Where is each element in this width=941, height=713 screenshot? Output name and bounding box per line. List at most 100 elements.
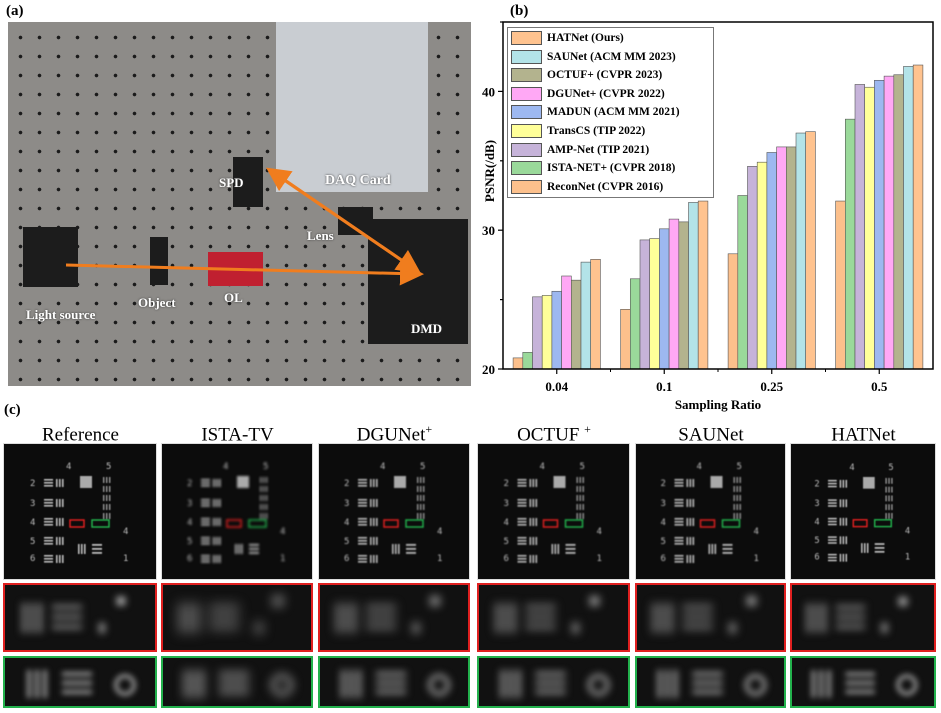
bar: [776, 146, 787, 370]
chart-digit: 5: [661, 537, 666, 547]
roi-red-box: [383, 519, 399, 528]
chart-digit: 3: [30, 499, 35, 509]
chart-digit: 2: [344, 479, 349, 489]
chart-digit: 4: [814, 518, 819, 528]
chart-digit: 2: [814, 480, 819, 490]
bar: [912, 64, 924, 370]
chart-digit: 6: [504, 554, 509, 564]
label-daq-card: DAQ Card: [325, 173, 391, 188]
chart-digit: 2: [187, 479, 192, 489]
roi-red-box: [699, 519, 716, 528]
label-light-source: Light source: [26, 307, 96, 322]
method-name: ISTA-TV: [201, 424, 274, 446]
chart-digit: 4: [905, 526, 910, 536]
chart-digit: 4: [504, 518, 509, 528]
legend-label: SAUNet (ACM MM 2023): [547, 50, 676, 63]
y-tick-label: 20: [482, 362, 495, 377]
zoom-crop-green: [790, 656, 936, 708]
daq-card: [276, 22, 428, 192]
bar: [883, 75, 895, 370]
bar: [795, 132, 806, 370]
chart-digit: 5: [106, 462, 111, 472]
label-object: Object: [138, 295, 176, 310]
legend-swatch: [511, 31, 542, 45]
chart-digit: 4: [223, 462, 228, 472]
chart-digit: 4: [123, 527, 128, 537]
roi-green-box: [248, 519, 267, 528]
chart-digit: 3: [814, 499, 819, 509]
legend-swatch: [511, 49, 542, 64]
roi-green-box: [91, 519, 110, 528]
light-source: [23, 227, 78, 287]
bar: [727, 253, 739, 370]
column-header: DGUNet+: [317, 422, 472, 446]
chart-digit: 4: [187, 518, 192, 528]
chart-digit: 4: [661, 518, 666, 528]
roi-red-box: [542, 519, 559, 528]
chart-digit: 2: [661, 479, 666, 489]
chart-digit: 5: [187, 537, 192, 547]
chart-digit: 5: [737, 462, 742, 472]
chart-legend: HATNet (Ours) SAUNet (ACM MM 2023) OCTUF+ …: [507, 27, 714, 198]
bar: [864, 86, 875, 370]
method-name: Reference: [42, 424, 119, 446]
bar: [639, 239, 650, 370]
chart-digit: 5: [888, 463, 893, 473]
legend-swatch: [511, 161, 542, 176]
legend-item: HATNet (Ours): [511, 30, 624, 46]
zoom-crop-green: [3, 656, 157, 708]
legend-label: HATNet (Ours): [547, 32, 624, 44]
panel-label-c: (c): [4, 402, 21, 418]
zoom-crop-green: [477, 656, 630, 708]
zoom-crop-red: [3, 583, 157, 652]
x-tick-label: 0.1: [656, 379, 672, 394]
zoom-crop-green: [318, 656, 470, 708]
legend-item: SAUNet (ACM MM 2023): [511, 49, 676, 65]
bar: [678, 221, 689, 370]
bar: [737, 195, 748, 370]
chart-digit: 1: [437, 554, 442, 564]
y-axis-label: PSNR(/dB): [482, 139, 497, 203]
label-dmd: DMD: [411, 321, 443, 336]
chart-digit: 4: [437, 527, 442, 537]
y-tick-label: 40: [482, 84, 495, 99]
column-header: HATNet: [786, 422, 941, 446]
method-name: OCTUF: [517, 424, 585, 446]
zoom-crop-red: [318, 583, 470, 652]
experimental-setup-photo: SPD DAQ Card Lens Light source Object OL…: [8, 22, 471, 386]
bar: [551, 290, 562, 370]
chart-digit: 6: [187, 554, 192, 564]
reconstruction-image: 4 5 2 3 4 5 6 4 1: [161, 443, 313, 580]
object-holder: [150, 237, 168, 285]
chart-digit: 2: [504, 479, 509, 489]
label-lens: Lens: [307, 228, 334, 243]
bar: [805, 131, 816, 370]
chart-digit: 4: [380, 462, 385, 472]
bar: [854, 84, 865, 370]
zoom-crop-green: [635, 656, 786, 708]
reconstruction-image: 4 5 2 3 4 5 6 4 1: [3, 443, 157, 580]
chart-digit: 4: [344, 518, 349, 528]
panel-label-b: (b): [510, 3, 529, 19]
chart-digit: 6: [344, 554, 349, 564]
legend-swatch: [511, 179, 542, 194]
bar: [580, 261, 591, 370]
chart-digit: 5: [263, 462, 268, 472]
roi-red-box: [226, 519, 242, 528]
zoom-crop-red: [477, 583, 630, 652]
chart-digit: 1: [905, 553, 910, 563]
chart-digit: 1: [597, 554, 602, 564]
plot-frame: [502, 21, 934, 370]
legend-item: ReconNet (CVPR 2016): [511, 179, 663, 195]
bar: [649, 238, 660, 370]
legend-swatch: [511, 105, 542, 120]
roi-green-box: [721, 519, 741, 528]
legend-item: ISTA-NET+ (CVPR 2018): [511, 160, 675, 176]
reconstruction-image: 4 5 2 3 4 5 6 4 1: [318, 443, 470, 580]
legend-swatch: [511, 142, 542, 157]
zoom-crop-red: [790, 583, 936, 652]
method-superscript: +: [425, 422, 433, 436]
method-name: SAUNet: [678, 424, 744, 446]
bar: [659, 228, 670, 370]
bar: [620, 309, 631, 370]
